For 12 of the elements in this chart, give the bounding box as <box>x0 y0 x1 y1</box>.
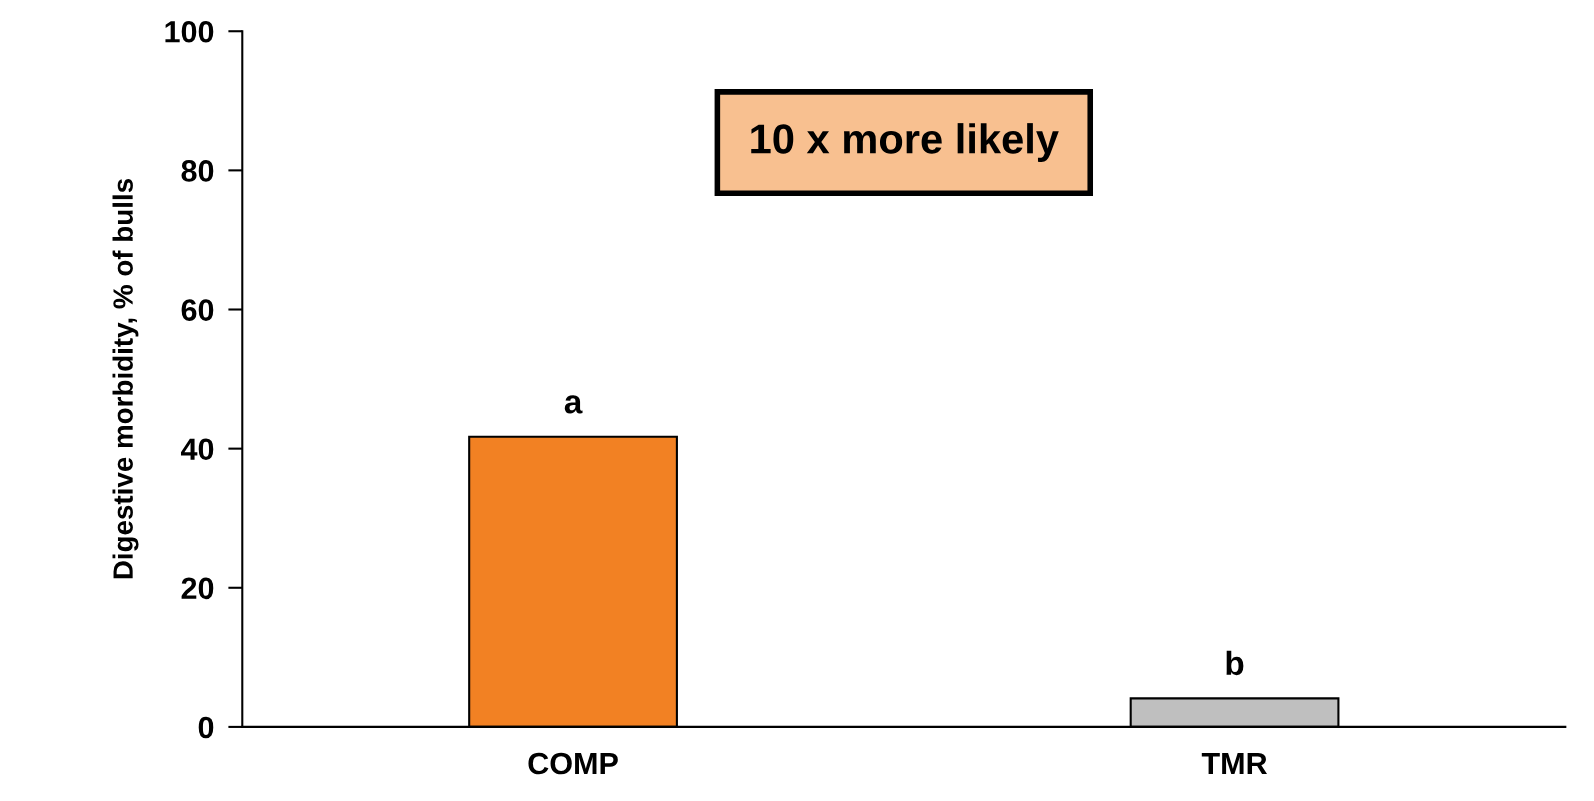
annotation: a <box>564 395 583 414</box>
x-tick-label: COMP <box>528 752 618 775</box>
y-tick-label: 100 <box>165 20 214 43</box>
y-axis-title: Digestive morbidity, % of bulls <box>112 179 139 579</box>
y-tick-label: 40 <box>180 438 214 461</box>
y-tick-label: 80 <box>181 160 214 182</box>
y-tick-label: 60 <box>181 299 214 321</box>
y-tick-label: 0 <box>198 716 214 739</box>
y-tick-label: 20 <box>181 577 214 600</box>
annotation: 10 x more likely <box>751 123 1059 162</box>
annotation: b <box>1226 650 1244 676</box>
x-tick-label: TMR <box>1201 753 1268 775</box>
